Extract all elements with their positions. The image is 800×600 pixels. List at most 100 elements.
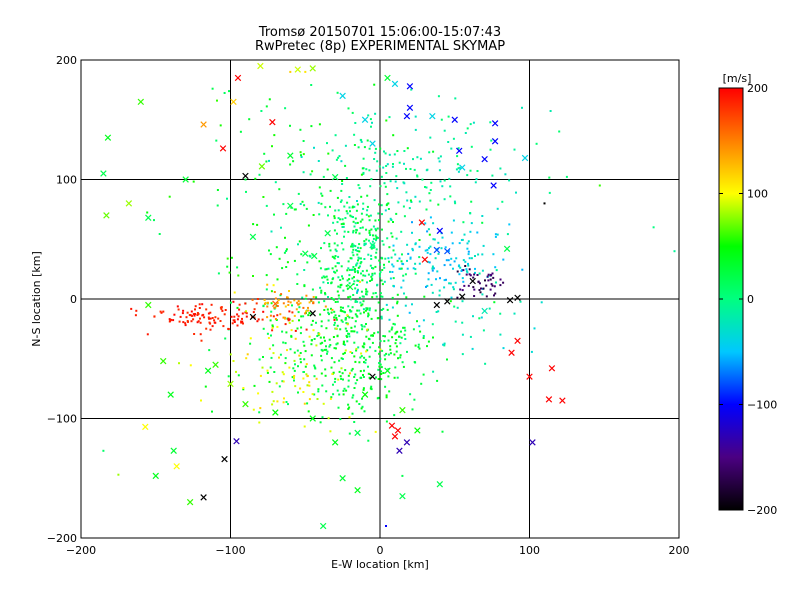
scatter-point [285, 401, 288, 403]
scatter-point [343, 343, 346, 346]
scatter-point [269, 319, 272, 322]
scatter-point [417, 343, 420, 346]
cross-point [234, 74, 242, 82]
scatter-point [367, 114, 370, 117]
scatter-point [229, 353, 232, 356]
scatter-point [390, 219, 393, 221]
scatter-point [370, 317, 373, 320]
scatter-point [176, 305, 179, 308]
cross-point [204, 367, 212, 374]
scatter-point [331, 373, 334, 375]
scatter-point [441, 185, 444, 188]
scatter-point [362, 300, 365, 303]
scatter-point [262, 327, 265, 330]
scatter-point [237, 274, 240, 277]
x-axis: −200 −100 0 100 200 [66, 60, 690, 557]
y-tick-label: 100 [56, 174, 77, 187]
scatter-point [230, 256, 233, 259]
scatter-point [275, 304, 278, 307]
scatter-point [209, 311, 212, 314]
scatter-point [338, 359, 341, 362]
scatter-point [410, 201, 413, 203]
scatter-point [352, 266, 355, 268]
scatter-point [271, 145, 273, 148]
scatter-point [323, 336, 325, 339]
scatter-point [402, 205, 405, 208]
scatter-point [411, 247, 414, 250]
scatter-point [342, 393, 345, 396]
scatter-point [296, 283, 299, 285]
scatter-point [468, 268, 471, 271]
scatter-point [364, 274, 367, 277]
cross-point [221, 455, 228, 463]
scatter-point [396, 293, 399, 296]
scatter-point [297, 311, 300, 314]
scatter-point [359, 138, 362, 141]
scatter-point [184, 322, 187, 325]
scatter-point [306, 402, 309, 405]
scatter-point [342, 310, 345, 313]
cross-point [521, 154, 529, 162]
scatter-point [305, 207, 308, 210]
scatter-point [230, 315, 233, 318]
scatter-point [425, 208, 428, 211]
scatter-point [209, 328, 212, 331]
scatter-point [246, 353, 249, 356]
scatter-point [431, 291, 434, 294]
scatter-point [348, 274, 351, 277]
scatter-point [226, 257, 229, 260]
scatter-point [362, 376, 365, 378]
scatter-point [251, 298, 254, 301]
scatter-point [268, 249, 270, 252]
scatter-point [476, 274, 479, 276]
scatter-point [385, 119, 388, 122]
scatter-point [271, 403, 274, 406]
scatter-point [278, 257, 281, 260]
cross-point [249, 313, 257, 321]
scatter-point [357, 146, 360, 149]
scatter-point [492, 253, 495, 256]
scatter-point [353, 376, 356, 378]
cross-point [459, 293, 466, 300]
scatter-point [363, 146, 366, 149]
scatter-point [362, 387, 365, 390]
scatter-point [267, 337, 270, 339]
scatter-point [307, 309, 310, 312]
scatter-point [337, 262, 340, 265]
cross-point [361, 116, 369, 123]
scatter-point [367, 337, 370, 340]
scatter-point [320, 247, 322, 250]
scatter-point [382, 166, 385, 169]
scatter-point [210, 303, 213, 306]
scatter-point [506, 233, 509, 236]
scatter-point [378, 259, 381, 262]
scatter-point [203, 316, 206, 319]
scatter-point [431, 323, 434, 326]
scatter-point [396, 314, 399, 317]
scatter-point [302, 153, 305, 156]
scatter-point [454, 320, 457, 323]
x-tick-label: −100 [215, 544, 245, 557]
scatter-point [272, 400, 275, 403]
scatter-point [411, 249, 414, 252]
scatter-point [437, 203, 440, 206]
scatter-point [391, 296, 394, 299]
scatter-point [491, 284, 494, 287]
scatter-point [423, 295, 426, 298]
scatter-point [473, 288, 476, 291]
scatter-point [356, 262, 359, 265]
scatter-point [491, 272, 494, 275]
scatter-point [371, 272, 374, 275]
scatter-point [244, 178, 247, 181]
scatter-point [336, 342, 339, 345]
scatter-point [358, 296, 361, 299]
scatter-point [282, 203, 285, 206]
scatter-point [452, 219, 455, 222]
scatter-point [337, 378, 340, 381]
scatter-point [452, 286, 455, 289]
scatter-point [117, 473, 120, 476]
scatter-point [363, 410, 366, 413]
y-tick-label: 200 [56, 54, 77, 67]
scatter-point [400, 260, 403, 263]
scatter-point [368, 355, 371, 358]
